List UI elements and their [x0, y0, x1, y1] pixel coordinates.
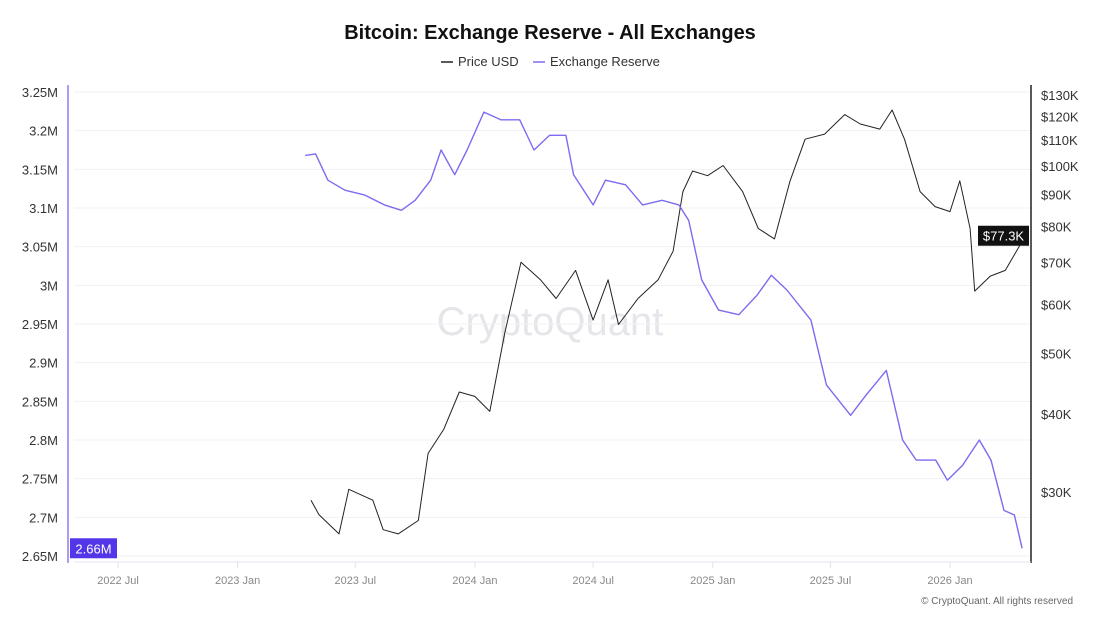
right-tick-label: $90K	[1041, 188, 1072, 203]
left-axis: 3.25M 3.2M 3.15M 3.1M 3.05M 3M 2.95M 2.9M 2.85M 2…	[22, 85, 58, 564]
svg-text:2.66M: 2.66M	[75, 541, 111, 556]
right-axis: $130K $120K $110K $100K $90K $80K $70K $60K $50K…	[1041, 88, 1079, 500]
left-tick-label: 2.9M	[29, 356, 58, 371]
chart-title: Bitcoin: Exchange Reserve - All Exchange…	[344, 22, 756, 44]
right-tick-label: $110K	[1041, 133, 1078, 148]
right-tick-label: $30K	[1041, 485, 1072, 500]
left-tick-label: 2.7M	[29, 510, 58, 525]
price-usd-line	[310, 109, 1026, 535]
x-axis: 2022 Jul 2023 Jan 2023 Jul 2024 Jan 2024 Jul…	[97, 562, 973, 587]
legend-label-price[interactable]: Price USD	[458, 54, 519, 69]
current-reserve-badge: 2.66M	[70, 538, 117, 559]
right-tick-label: $80K	[1041, 219, 1072, 234]
left-tick-label: 2.95M	[22, 317, 58, 332]
watermark: CryptoQuant	[437, 300, 664, 344]
exchange-reserve-line	[305, 111, 1023, 549]
x-tick-label: 2026 Jan	[927, 575, 972, 587]
left-tick-label: 2.65M	[22, 549, 58, 564]
gridlines	[74, 91, 1031, 557]
left-tick-label: 2.8M	[29, 433, 58, 448]
left-tick-label: 3.1M	[29, 201, 58, 216]
x-tick-label: 2025 Jul	[810, 575, 852, 587]
right-tick-label: $130K	[1041, 88, 1079, 103]
right-tick-label: $120K	[1041, 110, 1079, 125]
right-tick-label: $70K	[1041, 256, 1072, 271]
series-lines	[305, 109, 1026, 549]
current-price-badge: $77.3K	[978, 225, 1029, 246]
right-tick-label: $40K	[1041, 407, 1072, 422]
right-tick-label: $50K	[1041, 347, 1072, 362]
x-tick-label: 2024 Jul	[572, 575, 614, 587]
x-tick-label: 2025 Jan	[690, 575, 735, 587]
left-tick-label: 3.15M	[22, 162, 58, 177]
left-tick-label: 3.2M	[29, 124, 58, 139]
legend: Price USD Exchange Reserve	[441, 54, 660, 69]
left-tick-label: 2.85M	[22, 394, 58, 409]
left-tick-label: 2.75M	[22, 472, 58, 487]
x-tick-label: 2022 Jul	[97, 575, 139, 587]
svg-text:$77.3K: $77.3K	[983, 229, 1025, 244]
legend-label-reserve[interactable]: Exchange Reserve	[550, 54, 660, 69]
right-tick-label: $100K	[1041, 159, 1079, 174]
x-tick-label: 2024 Jan	[452, 575, 497, 587]
left-tick-label: 3.25M	[22, 85, 58, 100]
right-tick-label: $60K	[1041, 297, 1072, 312]
left-tick-label: 3.05M	[22, 240, 58, 255]
x-tick-label: 2023 Jul	[334, 575, 376, 587]
left-tick-label: 3M	[40, 278, 58, 293]
copyright-footer: © CryptoQuant. All rights reserved	[921, 596, 1073, 607]
x-tick-label: 2023 Jan	[215, 575, 260, 587]
